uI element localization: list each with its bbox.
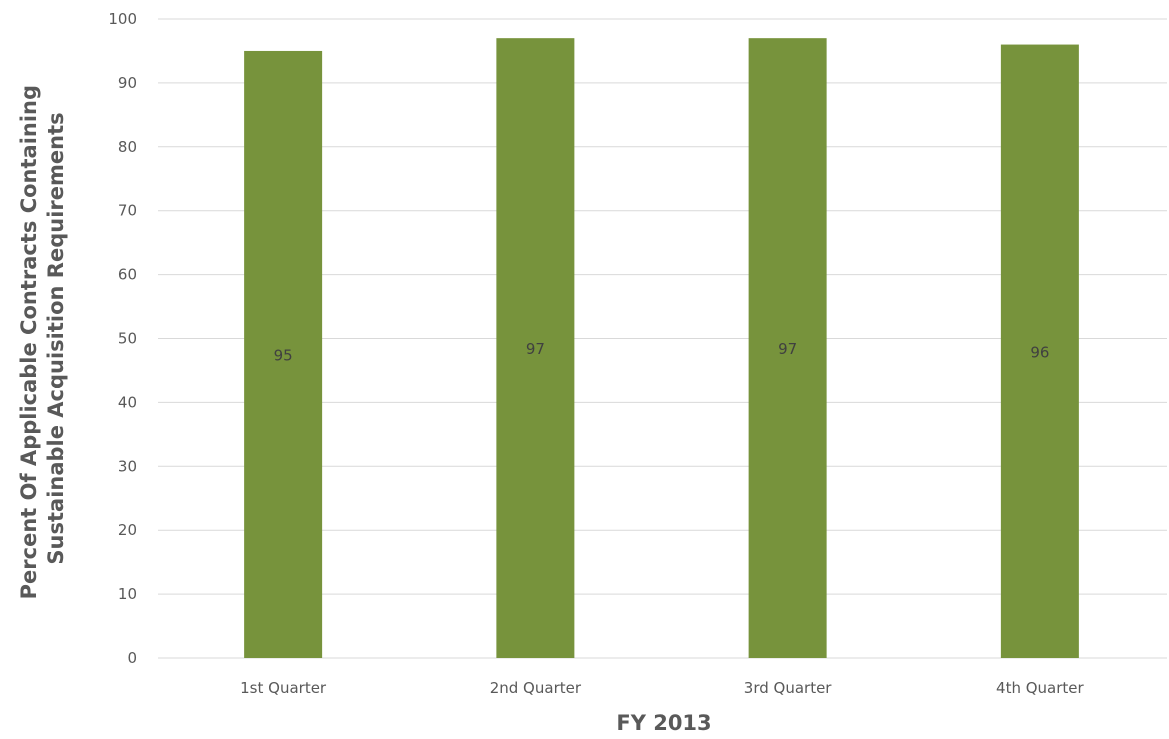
y-tick-label: 80: [118, 138, 137, 156]
y-tick-label: 20: [118, 521, 137, 539]
data-label: 97: [526, 340, 545, 358]
bar: [244, 50, 323, 658]
y-tick-label: 10: [118, 585, 137, 603]
x-axis-categories: 1st Quarter 2nd Quarter 3rd Quarter 4th Qua…: [240, 679, 1084, 697]
bars: [244, 38, 1079, 659]
y-tick-label: 0: [127, 649, 137, 667]
gridlines: [158, 18, 1167, 659]
y-tick-label: 70: [118, 202, 137, 220]
y-axis-title-line-2: Sustainable Acquisition Requirements: [44, 112, 68, 564]
y-axis-title-line-1: Percent Of Applicable Contracts Containi…: [17, 85, 41, 599]
y-axis-ticks: 0 10 20 30 40 50 60 70 80 90 100: [108, 10, 137, 667]
y-tick-label: 30: [118, 457, 137, 475]
y-axis-title: Percent Of Applicable Contracts Containi…: [17, 78, 68, 600]
data-label: 97: [778, 340, 797, 358]
data-labels: 95 97 97 96: [274, 340, 1050, 364]
bar: [1000, 44, 1079, 659]
x-tick-label: 1st Quarter: [240, 679, 327, 697]
x-tick-label: 4th Quarter: [996, 679, 1084, 697]
x-axis-title: FY 2013: [616, 711, 711, 735]
data-label: 96: [1030, 343, 1049, 361]
y-tick-label: 50: [118, 330, 137, 348]
bar: [496, 38, 575, 659]
data-label: 95: [274, 346, 293, 364]
y-tick-label: 40: [118, 393, 137, 411]
y-tick-label: 90: [118, 74, 137, 92]
y-tick-label: 100: [108, 10, 137, 28]
x-tick-label: 3rd Quarter: [744, 679, 833, 697]
bar: [748, 38, 827, 659]
x-tick-label: 2nd Quarter: [490, 679, 582, 697]
y-tick-label: 60: [118, 266, 137, 284]
